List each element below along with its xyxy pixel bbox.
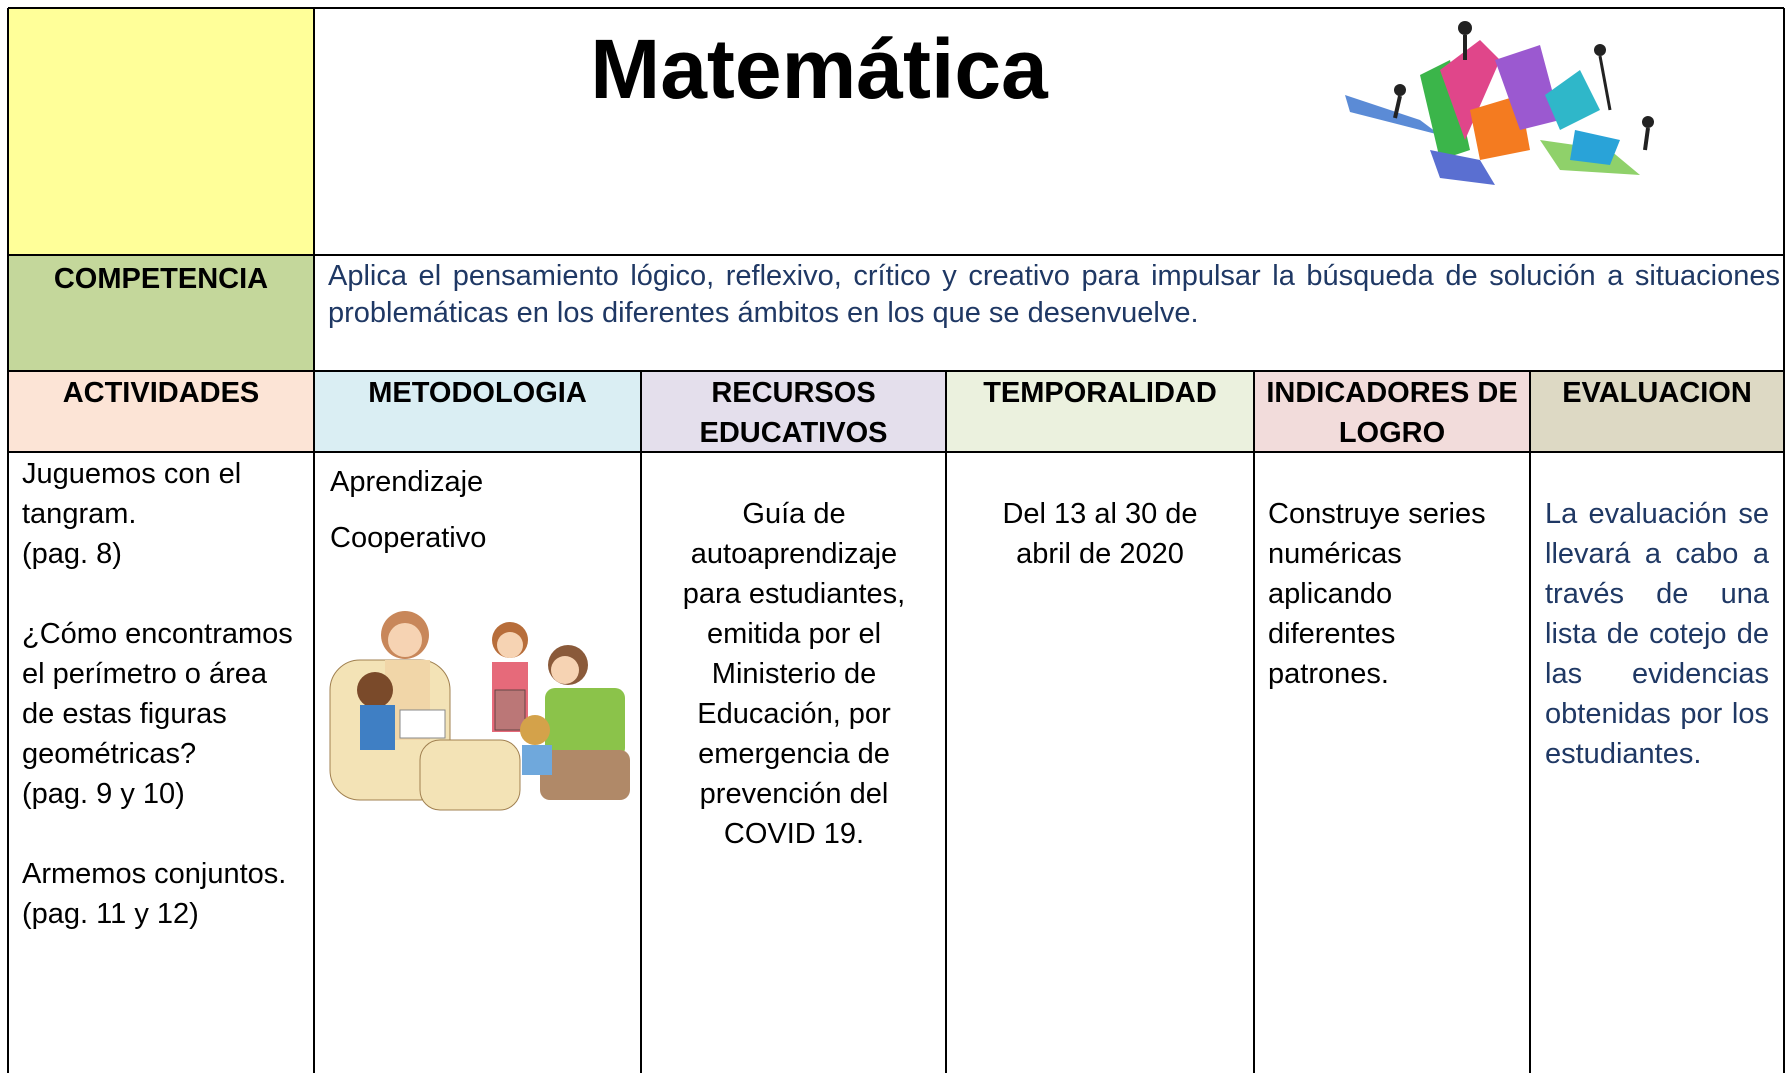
activity: Armemos conjuntos. (22, 858, 287, 890)
header-fill (8, 371, 314, 452)
activity: Juguemos con el tangram. (22, 458, 242, 530)
activity-page: (pag. 9 y 10) (22, 778, 185, 810)
column-header: INDICADORES DE LOGRO (1266, 377, 1518, 449)
title: Matemática (590, 22, 1048, 116)
header-fill (946, 371, 1254, 452)
activity-page: (pag. 11 y 12) (22, 898, 199, 930)
resources: Guía de autoaprendizaje para estudiantes… (682, 498, 906, 850)
competencia-fill (8, 255, 314, 371)
column-header: ACTIVIDADES (62, 377, 260, 409)
family-illustration (329, 611, 630, 811)
header-fill (641, 371, 946, 452)
corner-fill (8, 8, 314, 255)
activity-page: (pag. 8) (22, 538, 122, 570)
header-fill (1530, 371, 1784, 452)
competencia-label: COMPETENCIA (53, 263, 269, 295)
methodology-line: Aprendizaje (330, 466, 484, 498)
activity: ¿Cómo encontramos el perímetro o área de… (22, 618, 293, 770)
header-fill (1254, 371, 1530, 452)
column-header: EVALUACION (1562, 377, 1752, 409)
methodology-line: Cooperativo (330, 522, 487, 554)
activities: Juguemos con el tangram. (pag. 8) ¿Cómo … (22, 454, 306, 934)
methodology: Aprendizaje Cooperativo (330, 454, 630, 566)
column-header: TEMPORALIDAD (983, 377, 1217, 409)
column-header: RECURSOS EDUCATIVOS (699, 377, 888, 449)
column-header: METODOLOGIA (368, 377, 587, 409)
header-fill (314, 371, 641, 452)
indicators: Construye series numéricas aplicando dif… (1268, 498, 1486, 690)
timeframe: Del 13 al 30 de abril de 2020 (1002, 498, 1198, 570)
evaluation: La evaluación se llevará a cabo a través… (1545, 498, 1769, 770)
competencia-text: Aplica el pensamiento lógico, reflexivo,… (328, 260, 1780, 329)
math-clipart (1345, 21, 1654, 185)
